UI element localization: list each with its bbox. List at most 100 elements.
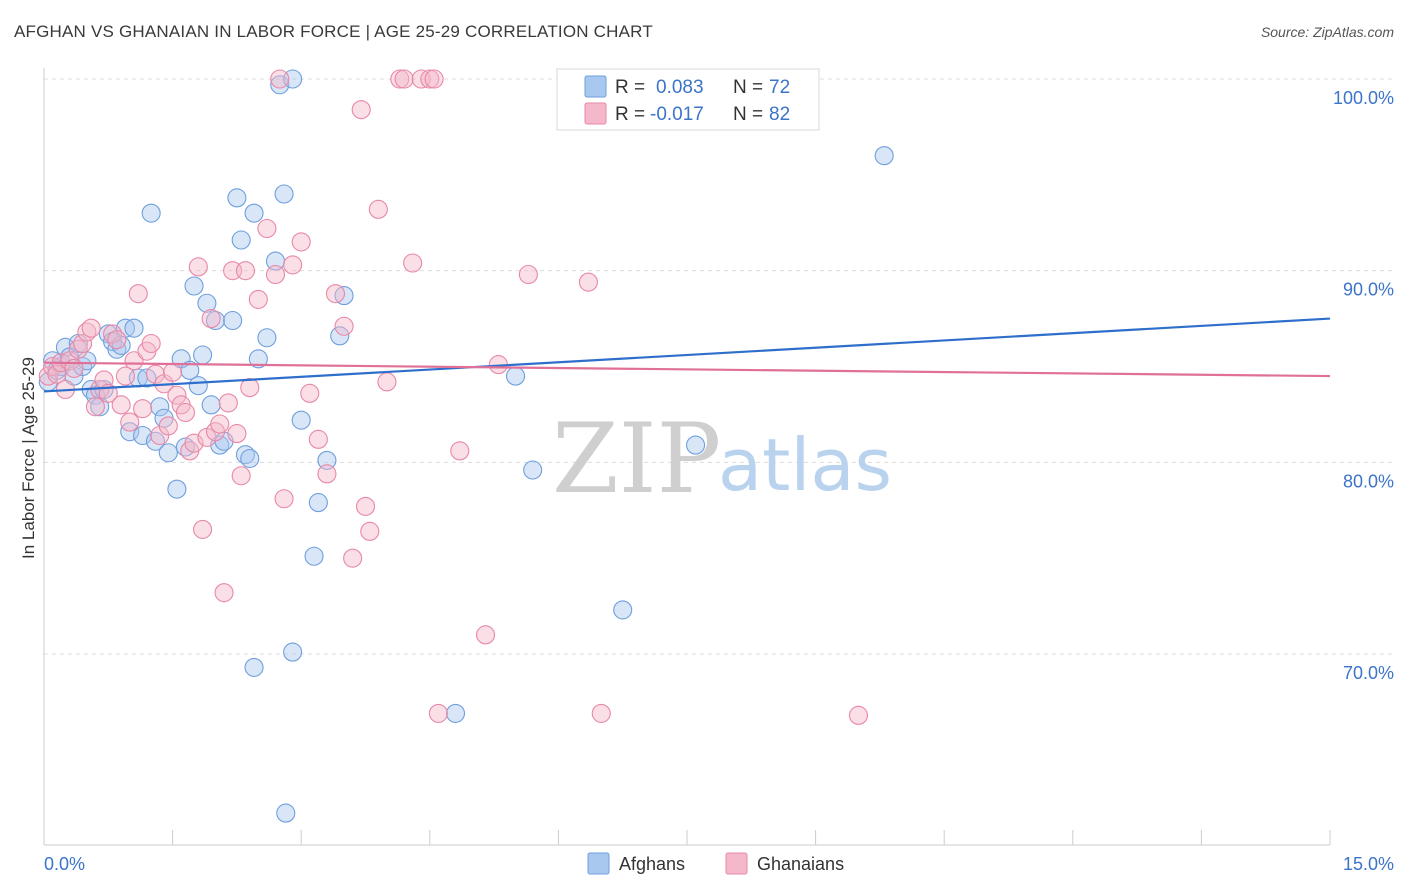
ghanaian-point-32 [175,402,196,423]
ghanaian-point-22 [133,399,153,419]
legend-n-value-afghans: 72 [769,77,790,98]
afghan-point-51 [274,184,294,204]
ghanaian-point-10 [81,318,101,338]
afghan-point-28 [158,443,178,463]
afghan-point-33 [184,276,204,296]
ghanaian-point-18 [115,366,135,386]
afghan-point-34 [188,376,208,396]
ghanaian-point-73 [450,441,470,461]
y-tick-label-70: 70.0% [1343,663,1394,683]
afghan-point-26 [150,397,170,417]
ghanaian-point-66 [390,69,410,89]
ghanaian-point-30 [167,385,187,405]
ghanaian-point-77 [578,272,598,292]
ghanaian-point-67 [394,69,414,89]
ghanaian-point-40 [210,414,230,434]
afghan-point-57 [330,326,350,346]
legend-n-label-ghanaians: N = [733,104,763,125]
ghanaian-point-50 [265,264,286,285]
y-tick-labels: 70.0% 80.0% 90.0% 100.0% [1333,88,1394,683]
ghanaian-point-2 [47,364,67,384]
ghanaian-point-53 [283,255,303,275]
grid-lines [44,78,1394,655]
afghan-point-46 [244,203,264,223]
ghanaian-point-17 [111,395,131,415]
afghan-point-62 [445,703,466,723]
legend-n-label-afghans: N = [733,77,763,98]
ghanaian-point-74 [475,625,496,645]
ghanaian-point-64 [368,199,388,219]
bottom-legend-label-afghans: Afghans [619,854,685,874]
y-tick-label-80: 80.0% [1343,471,1394,491]
afghan-point-61 [244,657,264,677]
ghanaian-point-60 [343,548,363,568]
ghanaian-point-51 [270,69,290,89]
afghan-point-43 [231,230,251,250]
ghanaian-point-62 [355,496,376,516]
afghan-point-59 [276,803,296,823]
afghan-point-63 [505,366,526,386]
legend-swatch-ghanaians [584,102,607,125]
ghanaian-point-38 [201,309,221,329]
ghanaian-point-68 [403,253,423,273]
afghan-point-35 [193,345,213,365]
afghan-point-54 [304,546,324,566]
watermark-atlas: atlas [718,423,892,507]
trend-lines [43,317,1331,393]
afghan-point-65 [613,600,633,620]
bottom-legend-label-ghanaians: Ghanaians [757,854,844,874]
bottom-legend-swatch-ghanaians [725,852,748,875]
ghanaian-point-52 [274,489,294,509]
ghanaian-point-63 [360,521,380,541]
afghan-point-22 [133,425,153,446]
trend-line-ghanaians [43,361,1331,378]
afghan-point-29 [167,479,187,499]
afghan-point-47 [248,349,268,369]
ghanaian-point-44 [227,424,247,444]
afghan-point-20 [124,318,144,338]
ghanaian-point-70 [420,69,440,89]
afghan-point-19 [120,422,140,442]
legend-r-value-afghans: 0.083 [656,77,704,98]
series-ghanaians [38,69,869,725]
afghan-point-24 [141,203,161,223]
ghanaian-point-11 [85,397,105,417]
ghanaian-point-78 [591,703,611,723]
ghanaian-point-47 [240,378,260,398]
legend-r-label-afghans: R = [615,77,645,98]
legend-r-value-ghanaians: -0.017 [650,104,704,125]
ghanaian-point-42 [218,393,238,413]
ghanaian-point-49 [257,218,277,239]
ghanaian-point-72 [428,703,448,723]
ghanaian-point-28 [158,416,178,436]
legend-r-label-ghanaians: R = [615,104,645,125]
afghan-point-37 [201,395,221,415]
ghanaian-point-56 [308,429,328,449]
afghan-point-53 [291,410,311,430]
source-label: Source: ZipAtlas.com [1260,24,1394,40]
ghanaian-point-20 [124,351,144,371]
legend-n-value-ghanaians: 82 [769,104,790,125]
afghan-point-66 [686,435,706,455]
afghan-point-60 [283,642,303,662]
afghan-point-36 [197,293,217,313]
afghan-point-50 [270,75,290,95]
ghanaian-point-79 [848,705,869,725]
ghanaian-point-57 [317,464,337,484]
watermark: ZIP atlas [552,403,892,515]
ghanaian-point-41 [214,583,234,603]
ghanaian-point-48 [248,289,268,309]
watermark-zip: ZIP [552,403,721,515]
ghanaian-point-16 [107,330,127,350]
ghanaian-point-21 [128,284,148,304]
ghanaian-point-8 [73,333,93,354]
ghanaian-point-55 [300,383,320,403]
trend-line-afghans [43,317,1331,393]
afghan-point-68 [874,146,894,166]
ghanaian-point-65 [377,372,397,392]
ghanaian-point-24 [141,333,161,354]
x-tick-label-max: 15.0% [1343,854,1394,874]
chart-title: AFGHAN VS GHANAIAN IN LABOR FORCE | AGE … [14,22,653,41]
ghanaian-point-34 [184,433,204,453]
